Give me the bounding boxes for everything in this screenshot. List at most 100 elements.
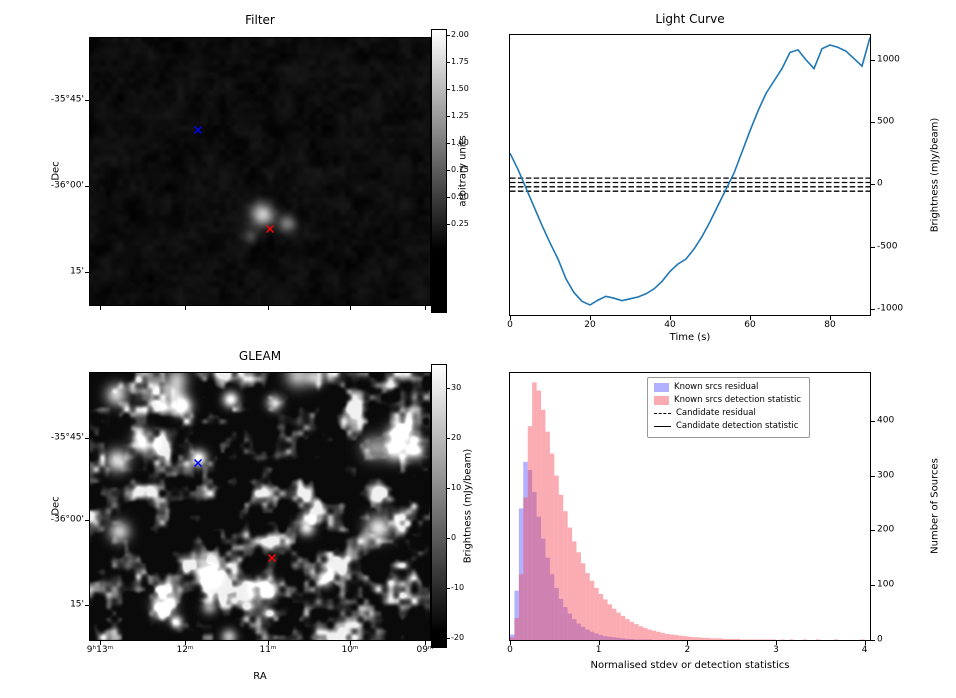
legend-item: Known srcs detection statistic	[654, 394, 801, 407]
tick-mark	[871, 420, 875, 422]
histogram-ytick-label: 400	[877, 415, 895, 426]
gleam-ylabel: Dec	[50, 496, 62, 516]
histogram-xlabel: Normalised stdev or detection statistics	[590, 660, 790, 671]
tick-mark	[864, 641, 866, 645]
lc-ytick-label: 0	[877, 178, 883, 189]
tick-mark	[268, 641, 269, 645]
filter-blue-x-marker	[193, 120, 203, 135]
gleam-title: GLEAM	[238, 349, 282, 363]
gleam-ytick-label: 15'	[70, 599, 84, 610]
tick-mark	[447, 62, 450, 63]
tick-mark	[185, 641, 186, 645]
tick-mark	[85, 186, 89, 187]
lc-xtick-label: 60	[744, 320, 756, 330]
lc-ytick-label: -500	[877, 241, 898, 252]
tick-mark	[85, 272, 89, 273]
gleam-colorbar-tick: 30	[451, 383, 462, 393]
tick-mark	[85, 100, 89, 101]
gleam-xtick-label: 9ʰ13ᵐ	[86, 645, 114, 655]
tick-mark	[85, 438, 89, 439]
histogram-xtick-label: 3	[773, 645, 779, 655]
filter-image	[89, 37, 431, 306]
legend-swatch-patch	[654, 396, 669, 405]
filter-colorbar-tick: 1.50	[451, 84, 469, 94]
tick-mark	[447, 116, 450, 117]
lc-xtick-label: 0	[507, 320, 513, 330]
filter-title: Filter	[245, 13, 275, 27]
tick-mark	[447, 538, 450, 539]
tick-mark	[447, 89, 450, 90]
histogram-xtick-label: 1	[595, 645, 602, 655]
histogram-legend: Known srcs residual Known srcs detection …	[647, 377, 811, 438]
histogram-plot	[510, 382, 865, 640]
tick-mark	[871, 246, 875, 248]
filter-ytick-label: -36°00'	[50, 180, 84, 191]
histogram-ytick-label: 200	[877, 524, 895, 535]
histogram-ytick-label: 300	[877, 470, 895, 481]
tick-mark	[510, 316, 511, 320]
filter-red-x-marker	[265, 219, 275, 234]
tick-mark	[350, 641, 351, 645]
gleam-colorbar-tick: -20	[451, 633, 465, 643]
legend-label: Known srcs residual	[674, 382, 759, 392]
gleam-colorbar-tick: 10	[451, 483, 462, 493]
gleam-red-x-marker	[267, 548, 277, 562]
filter-colorbar-tick: 2.00	[451, 30, 469, 40]
gleam-colorbar-label: Brightness (mJy/beam)	[462, 448, 474, 564]
histogram-ylabel: Number of Sources	[929, 458, 941, 554]
tick-mark	[670, 316, 671, 320]
tick-mark	[447, 143, 450, 144]
tick-mark	[425, 306, 426, 310]
histogram-xtick-label: 2	[684, 645, 691, 655]
legend-label: Candidate residual	[676, 408, 756, 418]
tick-mark	[871, 475, 875, 477]
filter-colorbar-tick: 0.75	[451, 165, 469, 175]
tick-mark	[185, 306, 186, 310]
light-curve-ylabel: Brightness (mJy/beam)	[929, 117, 941, 233]
light-curve-xlabel: Time (s)	[669, 332, 711, 343]
filter-colorbar-tick: 1.75	[451, 57, 469, 67]
lc-ytick-label: -1000	[877, 303, 904, 314]
histogram-xtick-label: 0	[507, 645, 513, 655]
gleam-colorbar	[431, 364, 447, 648]
tick-mark	[687, 641, 689, 645]
tick-mark	[268, 306, 269, 310]
lc-xtick-label: 20	[584, 320, 596, 330]
light-curve-plot	[510, 37, 870, 306]
filter-ytick-label: -35°45'	[50, 94, 84, 105]
tick-mark	[350, 306, 351, 310]
gleam-blue-x-marker	[193, 453, 203, 467]
tick-mark	[776, 641, 777, 645]
histogram-xtick-label: 4	[861, 645, 868, 655]
tick-mark	[590, 316, 591, 320]
histogram-ytick-label: 100	[877, 579, 895, 590]
tick-mark	[871, 530, 875, 532]
tick-mark	[871, 640, 875, 641]
gleam-image	[89, 372, 431, 641]
tick-mark	[447, 35, 450, 36]
legend-swatch-solid-line	[654, 426, 671, 427]
tick-mark	[85, 520, 89, 521]
tick-mark	[447, 438, 450, 439]
lc-ytick-label: 1000	[877, 54, 900, 65]
tick-mark	[871, 59, 875, 61]
tick-mark	[830, 316, 831, 320]
legend-item: Candidate residual	[654, 407, 801, 420]
gleam-colorbar-tick: 0	[451, 533, 457, 543]
light-curve-axes	[509, 34, 871, 316]
filter-colorbar-tick: 0.25	[451, 219, 469, 229]
legend-swatch-patch	[654, 383, 669, 392]
tick-mark	[425, 641, 426, 645]
tick-mark	[598, 641, 600, 645]
tick-mark	[447, 588, 450, 589]
filter-ytick-label: 15'	[70, 266, 84, 277]
filter-colorbar	[431, 29, 447, 313]
gleam-colorbar-tick: -10	[451, 583, 465, 593]
filter-colorbar-tick: 1.00	[451, 138, 469, 148]
tick-mark	[85, 605, 89, 606]
tick-mark	[871, 308, 875, 310]
tick-mark	[447, 224, 450, 225]
tick-mark	[447, 638, 450, 639]
tick-mark	[871, 585, 875, 587]
